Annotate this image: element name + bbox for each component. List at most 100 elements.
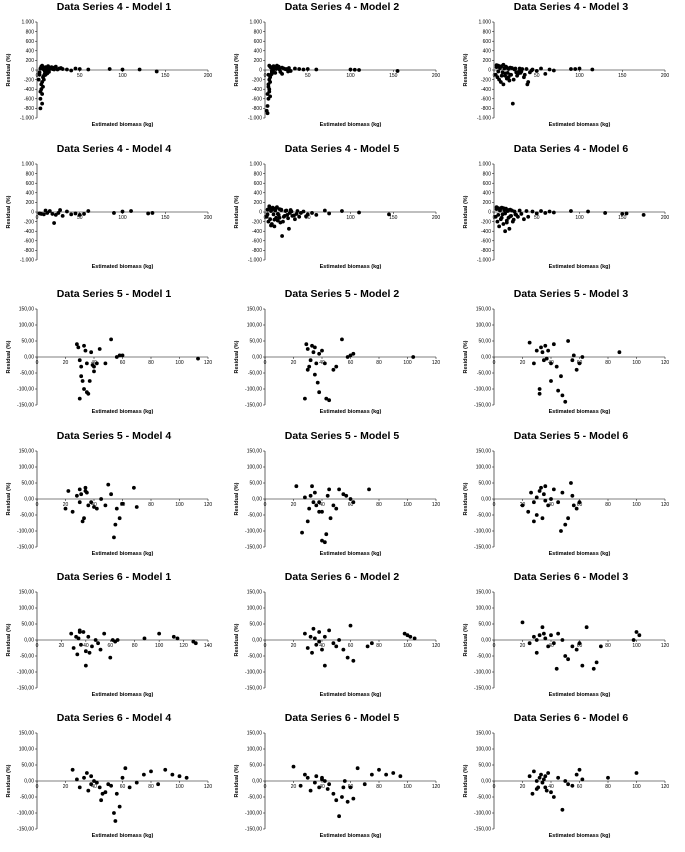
data-point [620, 212, 625, 216]
y-tick-label: 100,00 [19, 465, 35, 471]
y-tick-label: -150,00 [474, 686, 491, 692]
data-point [171, 634, 176, 639]
y-tick-label: -400 [24, 229, 34, 235]
x-tick-label: 120 [432, 502, 441, 508]
data-point [301, 67, 306, 72]
data-point [70, 767, 75, 772]
x-axis-label: Estimated biomass (kg) [549, 551, 611, 557]
data-point [303, 495, 307, 500]
data-point [522, 217, 526, 222]
data-point [300, 530, 304, 535]
y-tick-label: 100,00 [19, 323, 35, 329]
data-point [520, 503, 525, 508]
data-point [569, 209, 573, 213]
y-tick-label: 200 [483, 58, 492, 64]
data-point [501, 222, 506, 226]
data-point [322, 663, 327, 668]
y-tick-label: 100,00 [247, 323, 263, 329]
data-point [539, 345, 543, 350]
x-tick-label: 100 [632, 784, 641, 790]
y-tick-label: -100,00 [474, 670, 491, 676]
data-point [65, 209, 69, 214]
x-tick-label: 50 [77, 73, 83, 79]
y-tick-label: -600 [481, 97, 491, 103]
x-tick-label: 120 [204, 784, 213, 790]
x-tick-label: 40 [319, 360, 325, 366]
x-tick-label: 100 [175, 784, 184, 790]
data-point [322, 361, 327, 366]
data-point [543, 785, 548, 790]
data-point [556, 388, 561, 393]
data-point [524, 209, 529, 213]
data-point [634, 630, 639, 634]
x-tick-label: 100 [632, 360, 641, 366]
data-point [92, 364, 96, 369]
y-tick-label: -1.000 [20, 258, 34, 264]
data-point [265, 111, 270, 116]
y-tick-label: 600 [254, 181, 263, 187]
data-point [624, 211, 629, 216]
data-point [543, 71, 548, 76]
y-tick-label: -50,00 [248, 371, 262, 377]
y-tick-label: -50,00 [248, 795, 262, 801]
data-point [540, 350, 545, 355]
data-point [77, 358, 82, 363]
data-point [69, 631, 74, 636]
x-axis-label: Estimated biomass (kg) [92, 409, 154, 415]
data-point [570, 493, 575, 498]
data-point [43, 65, 48, 70]
data-point [541, 631, 546, 636]
data-point [266, 84, 271, 89]
y-tick-label: -100,00 [245, 387, 262, 393]
data-point [123, 766, 128, 771]
data-point [580, 777, 585, 782]
data-point [499, 73, 504, 78]
data-point [38, 89, 43, 94]
data-point [79, 492, 84, 497]
data-point [560, 490, 565, 495]
data-point [328, 516, 333, 521]
chart-title: Data Series 6 - Model 2 [284, 571, 400, 583]
data-point [103, 361, 108, 366]
data-point [549, 790, 553, 795]
data-point [574, 367, 579, 372]
y-tick-label: 0,00 [24, 779, 34, 785]
x-tick-label: 60 [120, 360, 126, 366]
data-point [322, 634, 327, 639]
data-point [77, 630, 82, 634]
x-tick-label: 20 [520, 643, 526, 649]
data-point [507, 78, 512, 83]
data-point [276, 64, 281, 69]
data-point [324, 396, 329, 401]
y-tick-label: -800 [252, 248, 262, 254]
data-point [574, 772, 579, 777]
data-point [154, 69, 159, 74]
data-point [82, 387, 86, 391]
data-point [274, 206, 279, 211]
y-axis-label: Residual (%) [6, 195, 12, 228]
data-point [498, 64, 502, 69]
x-tick-label: 0 [493, 73, 496, 79]
x-tick-label: 0 [493, 784, 496, 790]
y-tick-label: -400 [481, 87, 491, 93]
x-axis-label: Estimated biomass (kg) [92, 692, 154, 698]
data-point [532, 634, 536, 639]
x-tick-label: 120 [661, 784, 670, 790]
chart-title: Data Series 4 - Model 5 [284, 143, 400, 155]
data-point [77, 67, 82, 71]
x-tick-label: 200 [432, 73, 441, 79]
y-tick-label: 50,00 [478, 763, 491, 769]
data-point [391, 771, 396, 775]
data-point [310, 211, 314, 215]
data-point [532, 361, 536, 366]
chart-title: Data Series 4 - Model 6 [513, 143, 629, 155]
data-point [106, 482, 111, 487]
data-point [563, 654, 568, 658]
chart-title: Data Series 5 - Model 4 [56, 430, 172, 442]
y-tick-label: 0,00 [24, 355, 34, 361]
data-point [109, 337, 113, 342]
data-point [297, 67, 302, 71]
data-point [293, 217, 297, 222]
x-tick-label: 200 [661, 215, 670, 221]
y-tick-label: -200 [481, 219, 491, 225]
